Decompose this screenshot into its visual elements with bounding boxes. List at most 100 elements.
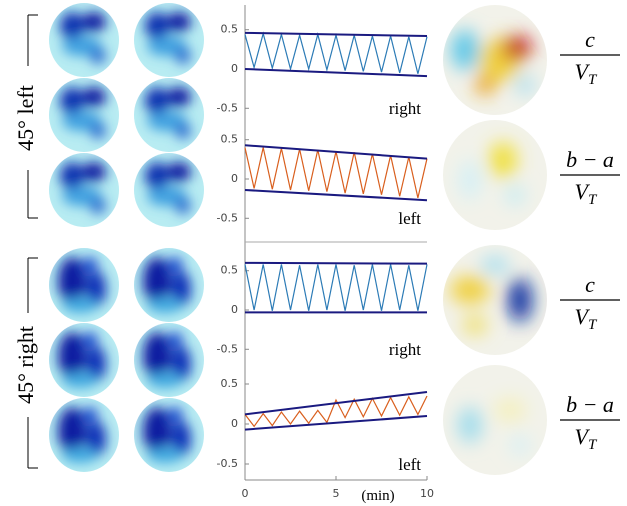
blob <box>62 297 98 313</box>
blob <box>82 332 98 348</box>
annotation: left <box>398 455 421 474</box>
blob <box>90 198 106 214</box>
blob <box>175 48 191 64</box>
y-tick-label: -0.5 <box>217 101 238 114</box>
brain-map <box>44 320 124 400</box>
blob <box>145 162 169 190</box>
x-tick-label: 0 <box>242 487 249 500</box>
brain-map <box>129 320 209 400</box>
x-tick-label: 5 <box>333 487 340 500</box>
blob <box>167 257 183 273</box>
blob <box>62 372 98 388</box>
y-tick-label: 0 <box>231 417 238 430</box>
blob <box>515 75 535 95</box>
blob <box>60 162 84 190</box>
blob <box>481 257 509 273</box>
blob <box>90 48 106 64</box>
y-tick-label: 0.5 <box>221 377 239 390</box>
blob <box>167 162 191 182</box>
blob <box>147 447 183 463</box>
blob <box>463 315 487 335</box>
annotation: left <box>398 209 421 228</box>
blob <box>450 276 490 304</box>
blob <box>145 87 169 115</box>
brain-map <box>44 245 124 325</box>
eq-numerator: c <box>585 27 595 52</box>
figure: 45° left45° rightcVTb − aVTcVTb − aVT0.5… <box>0 0 627 506</box>
eq-numerator: c <box>585 272 595 297</box>
y-tick-label: 0 <box>231 62 238 75</box>
map-bg <box>435 360 555 480</box>
brain-map <box>129 0 209 80</box>
y-tick-label: 0.5 <box>221 264 239 277</box>
blob <box>60 87 84 115</box>
blob <box>147 297 183 313</box>
line-series <box>245 263 427 264</box>
line-series <box>245 145 427 158</box>
blob <box>175 198 191 214</box>
y-tick-label: 0.5 <box>221 133 239 146</box>
brain-map <box>44 75 124 155</box>
blob <box>489 142 517 178</box>
blob <box>62 447 98 463</box>
x-tick-label: 10 <box>420 487 434 500</box>
y-tick-label: 0 <box>231 172 238 185</box>
blob <box>167 332 183 348</box>
blob <box>458 160 482 200</box>
blob <box>510 435 530 455</box>
blob <box>147 372 183 388</box>
line-series <box>245 392 427 414</box>
eq-subscript: T <box>588 72 598 88</box>
annotation: right <box>389 99 421 118</box>
row-label: 45° left <box>13 85 38 151</box>
blob <box>175 123 191 139</box>
y-tick-label: -0.5 <box>217 211 238 224</box>
y-tick-label: 0.5 <box>221 23 239 36</box>
brain-map <box>129 245 209 325</box>
blob <box>505 185 525 205</box>
y-tick-label: -0.5 <box>217 457 238 470</box>
blob <box>167 87 191 107</box>
brain-map <box>435 240 555 360</box>
eq-subscript: T <box>588 317 598 333</box>
map-bg <box>435 115 555 235</box>
line-series <box>245 148 427 198</box>
brain-map <box>44 150 124 230</box>
eq-subscript: T <box>588 437 598 453</box>
brain-map <box>435 115 555 235</box>
blob <box>82 12 106 32</box>
blob <box>167 12 191 32</box>
blob <box>508 278 532 322</box>
blob <box>145 12 169 40</box>
blob <box>82 407 98 423</box>
eq-subscript: T <box>588 192 598 208</box>
blob <box>451 30 479 70</box>
blob <box>90 123 106 139</box>
brain-map <box>435 360 555 480</box>
blob <box>82 87 106 107</box>
blob <box>503 36 531 60</box>
y-tick-label: 0 <box>231 303 238 316</box>
blob <box>494 398 526 422</box>
blob <box>82 162 106 182</box>
brain-map <box>129 150 209 230</box>
x-axis-label: (min) <box>361 488 394 504</box>
line-series <box>245 416 427 430</box>
brain-map <box>129 395 209 475</box>
y-tick-label: -0.5 <box>217 342 238 355</box>
blob <box>60 12 84 40</box>
annotation: right <box>389 340 421 359</box>
blob <box>458 407 482 443</box>
row-label: 45° right <box>13 326 38 404</box>
brain-map <box>44 395 124 475</box>
brain-map <box>44 0 124 80</box>
brain-map <box>435 0 555 120</box>
eq-numerator: b − a <box>566 392 614 417</box>
blob <box>167 407 183 423</box>
blob <box>82 257 98 273</box>
brain-map <box>129 75 209 155</box>
eq-numerator: b − a <box>566 147 614 172</box>
line-series <box>245 264 427 310</box>
blob <box>475 75 495 95</box>
line-series <box>245 34 427 74</box>
